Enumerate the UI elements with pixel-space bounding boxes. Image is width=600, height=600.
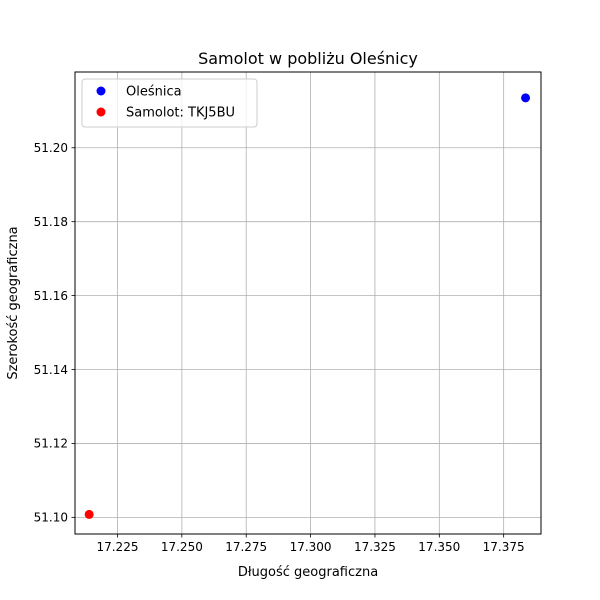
y-tick-label: 51.16 xyxy=(34,289,68,303)
legend: Oleśnica Samolot: TKJ5BU xyxy=(81,78,258,128)
chart-title: Samolot w pobliżu Oleśnicy xyxy=(198,49,418,68)
x-axis-label: Długość geograficzna xyxy=(238,565,378,580)
plot-frame xyxy=(74,71,542,535)
x-tick-label: 17.250 xyxy=(161,540,203,554)
y-axis-ticks: 51.10 51.12 51.14 51.16 51.18 51.20 xyxy=(34,141,75,525)
x-axis-ticks: 17.225 17.250 17.275 17.300 17.325 17.350 17.3… xyxy=(96,534,525,554)
legend-marker xyxy=(96,86,106,96)
y-tick-label: 51.10 xyxy=(34,511,68,525)
data-points xyxy=(84,93,531,519)
data-point xyxy=(521,93,531,103)
legend-label: Oleśnica xyxy=(126,85,182,100)
x-tick-label: 17.300 xyxy=(290,540,332,554)
legend-box xyxy=(81,78,258,128)
legend-label: Samolot: TKJ5BU xyxy=(126,106,235,121)
x-tick-label: 17.350 xyxy=(418,540,460,554)
x-tick-label: 17.375 xyxy=(483,540,525,554)
x-tick-label: 17.325 xyxy=(354,540,396,554)
grid xyxy=(75,72,541,534)
data-point xyxy=(84,509,94,519)
x-tick-label: 17.225 xyxy=(96,540,138,554)
y-tick-label: 51.14 xyxy=(34,363,68,377)
legend-marker xyxy=(96,107,106,117)
x-tick-label: 17.275 xyxy=(225,540,267,554)
y-tick-label: 51.20 xyxy=(34,141,68,155)
y-axis-label: Szerokość geograficzna xyxy=(6,226,21,379)
y-tick-label: 51.12 xyxy=(34,437,68,451)
y-tick-label: 51.18 xyxy=(34,215,68,229)
